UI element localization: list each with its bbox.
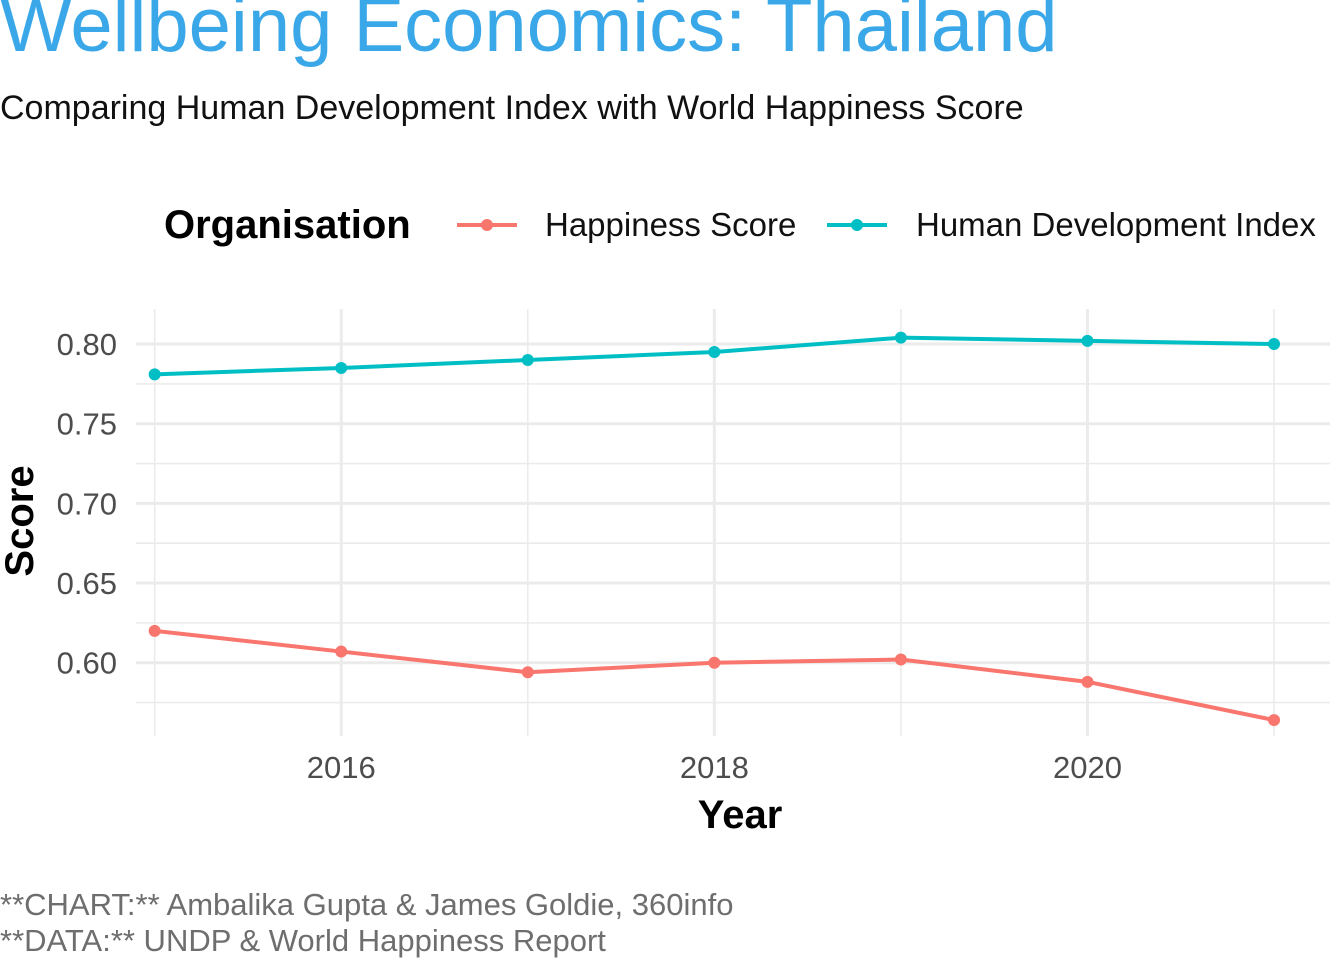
legend-title: Organisation <box>164 203 411 247</box>
happiness-score-point <box>894 653 907 666</box>
happiness-score-point <box>148 624 161 637</box>
grid-lines <box>136 309 1330 736</box>
y-tick-label: 0.60 <box>57 646 117 681</box>
human-development-index-point <box>521 353 534 366</box>
happiness-score-point <box>335 645 348 658</box>
chart-title: Wellbeing Economics: Thailand <box>0 0 1058 68</box>
x-tick-label: 2020 <box>1053 750 1122 785</box>
legend-label-happiness-score: Happiness Score <box>545 206 796 243</box>
human-development-index-point <box>894 331 907 344</box>
legend-label-human-development-index: Human Development Index <box>916 206 1316 243</box>
legend-items: Happiness Score Human Development Index <box>457 206 1316 243</box>
human-development-index-point <box>1268 338 1281 351</box>
human-development-index-point <box>148 368 161 381</box>
x-axis-title: Year <box>698 793 783 837</box>
happiness-score-point <box>708 656 721 669</box>
happiness-score-point <box>1268 714 1281 727</box>
happiness-score-point <box>521 666 534 679</box>
y-tick-label: 0.75 <box>57 407 117 442</box>
human-development-index-point <box>1081 334 1094 347</box>
legend-key-point-happiness-score <box>481 219 493 231</box>
legend-key-point-human-development-index <box>851 219 863 231</box>
caption-chart-credit: **CHART:** Ambalika Gupta & James Goldie… <box>0 887 734 922</box>
human-development-index-point <box>708 346 721 359</box>
axis-labels: 0.60 0.65 0.70 0.75 0.80 2016 2018 2020 <box>57 327 1122 785</box>
y-tick-label: 0.65 <box>57 566 117 601</box>
caption-data-source: **DATA:** UNDP & World Happiness Report <box>0 923 606 958</box>
y-tick-label: 0.70 <box>57 486 117 521</box>
chart-subtitle: Comparing Human Development Index with W… <box>0 89 1024 127</box>
human-development-index-point <box>335 361 348 374</box>
series-layer <box>148 331 1281 727</box>
happiness-score-point <box>1081 675 1094 688</box>
x-tick-label: 2018 <box>680 750 749 785</box>
legend: Organisation Happiness Score Human Develo… <box>164 203 1316 247</box>
y-tick-label: 0.80 <box>57 327 117 362</box>
x-tick-label: 2016 <box>307 750 376 785</box>
y-axis-title: Score <box>0 465 42 576</box>
